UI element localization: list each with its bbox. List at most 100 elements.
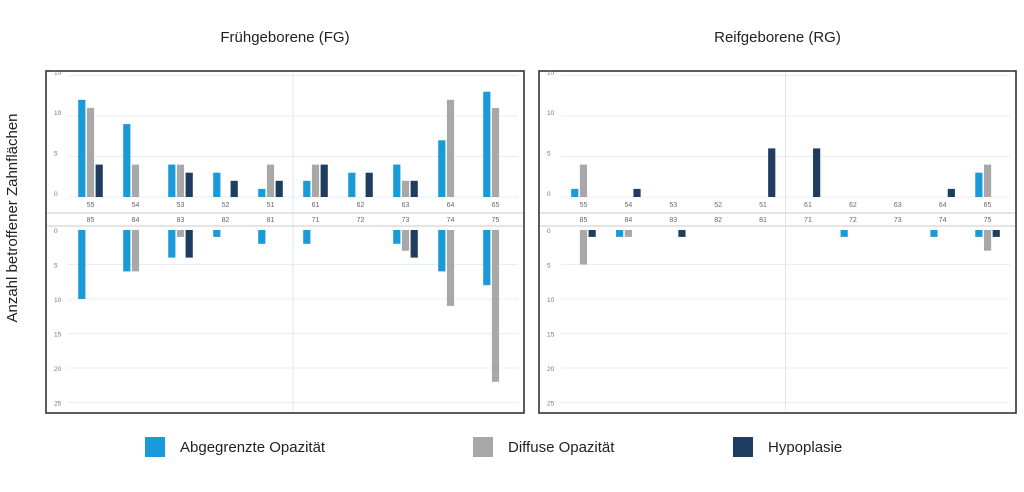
x-tick-label-upper: 61 bbox=[804, 202, 812, 209]
x-tick-label-upper: 55 bbox=[580, 202, 588, 209]
bar-upper bbox=[185, 172, 193, 197]
bar-lower bbox=[123, 230, 131, 272]
bar-upper bbox=[311, 164, 320, 197]
bar-upper bbox=[86, 107, 95, 197]
bar-lower bbox=[213, 230, 221, 237]
x-tick-label-upper: 52 bbox=[714, 202, 722, 209]
y-tick-label: 5 bbox=[54, 263, 58, 270]
y-tick-label: 0 bbox=[547, 228, 551, 235]
x-tick-label-upper: 64 bbox=[447, 202, 455, 209]
bar-upper bbox=[633, 188, 641, 197]
bar-upper bbox=[410, 180, 418, 197]
x-tick-label-lower: 84 bbox=[132, 217, 140, 224]
y-tick-label: 20 bbox=[54, 366, 62, 373]
bar-lower bbox=[393, 230, 401, 244]
bar-upper bbox=[768, 148, 776, 197]
bar-lower bbox=[78, 230, 86, 299]
y-axis-label: Anzahl betroffener Zahnflächen bbox=[4, 113, 21, 322]
bar-lower bbox=[185, 230, 193, 258]
legend-swatch bbox=[733, 437, 753, 457]
y-tick-label: 15 bbox=[54, 70, 62, 77]
bar-lower bbox=[483, 230, 491, 286]
x-tick-label-upper: 63 bbox=[402, 202, 410, 209]
bar-upper bbox=[813, 148, 821, 197]
y-tick-label: 25 bbox=[54, 401, 62, 408]
bar-lower bbox=[438, 230, 446, 272]
x-tick-label-upper: 54 bbox=[624, 202, 632, 209]
y-tick-label: 20 bbox=[547, 366, 555, 373]
bar-lower bbox=[678, 230, 686, 237]
bar-lower bbox=[992, 230, 1000, 237]
bar-upper bbox=[491, 107, 500, 197]
chart-panel-2: Reifgeborene (RG) 15 10 5 0 0 5 10 15 20 25 55 54 53 5… bbox=[538, 29, 1017, 414]
x-tick-label-lower: 85 bbox=[87, 217, 95, 224]
bar-upper bbox=[123, 124, 131, 197]
x-tick-label-upper: 52 bbox=[222, 202, 230, 209]
bar-upper bbox=[168, 164, 176, 197]
y-tick-label: 15 bbox=[547, 70, 555, 77]
bar-lower bbox=[303, 230, 311, 244]
bar-upper bbox=[483, 91, 491, 197]
legend-label: Abgegrenzte Opazität bbox=[180, 439, 326, 456]
bar-upper bbox=[213, 172, 221, 197]
y-tick-label: 5 bbox=[54, 151, 58, 158]
bar-upper bbox=[348, 172, 356, 197]
bar-upper bbox=[401, 180, 410, 197]
bar-lower bbox=[131, 230, 140, 272]
chart-title: Reifgeborene (RG) bbox=[714, 29, 841, 46]
bar-upper bbox=[176, 164, 185, 197]
x-tick-label-lower: 75 bbox=[984, 217, 992, 224]
bar-lower bbox=[588, 230, 596, 237]
x-tick-label-lower: 81 bbox=[267, 217, 275, 224]
x-tick-label-lower: 74 bbox=[939, 217, 947, 224]
legend-label: Hypoplasie bbox=[768, 439, 842, 456]
x-tick-label-lower: 82 bbox=[714, 217, 722, 224]
x-tick-label-lower: 83 bbox=[669, 217, 677, 224]
x-tick-label-upper: 62 bbox=[357, 202, 365, 209]
x-tick-label-upper: 53 bbox=[177, 202, 185, 209]
y-tick-label: 25 bbox=[547, 401, 555, 408]
bar-lower bbox=[410, 230, 418, 258]
legend-label: Diffuse Opazität bbox=[508, 439, 615, 456]
x-tick-label-lower: 85 bbox=[580, 217, 588, 224]
x-tick-label-upper: 65 bbox=[984, 202, 992, 209]
x-tick-label-upper: 51 bbox=[759, 202, 767, 209]
bar-lower bbox=[491, 230, 500, 382]
bar-upper bbox=[579, 164, 588, 197]
bar-lower bbox=[983, 230, 992, 251]
bar-lower bbox=[930, 230, 938, 237]
x-tick-label-lower: 82 bbox=[222, 217, 230, 224]
y-tick-label: 10 bbox=[54, 297, 62, 304]
x-tick-label-lower: 84 bbox=[624, 217, 632, 224]
bar-lower bbox=[176, 230, 185, 237]
plot-frame bbox=[45, 70, 525, 414]
bar-lower bbox=[579, 230, 588, 265]
y-tick-label: 15 bbox=[547, 332, 555, 339]
bar-upper bbox=[975, 172, 983, 197]
y-tick-label: 0 bbox=[54, 191, 58, 198]
bar-upper bbox=[983, 164, 992, 197]
bar-upper bbox=[438, 140, 446, 197]
bar-upper bbox=[78, 99, 86, 197]
bar-upper bbox=[320, 164, 328, 197]
bar-upper bbox=[230, 180, 238, 197]
x-tick-label-lower: 74 bbox=[447, 217, 455, 224]
bar-upper bbox=[303, 180, 311, 197]
x-tick-label-upper: 55 bbox=[87, 202, 95, 209]
legend-swatch bbox=[473, 437, 493, 457]
x-tick-label-lower: 72 bbox=[357, 217, 365, 224]
x-tick-label-lower: 73 bbox=[402, 217, 410, 224]
x-tick-label-lower: 75 bbox=[492, 217, 500, 224]
x-tick-label-lower: 83 bbox=[177, 217, 185, 224]
x-tick-label-upper: 54 bbox=[132, 202, 140, 209]
y-tick-label: 10 bbox=[54, 110, 62, 117]
x-tick-label-lower: 72 bbox=[849, 217, 857, 224]
y-tick-label: 10 bbox=[547, 110, 555, 117]
plot-frame bbox=[538, 70, 1017, 414]
x-tick-label-lower: 71 bbox=[312, 217, 320, 224]
x-tick-label-upper: 53 bbox=[669, 202, 677, 209]
bar-upper bbox=[365, 172, 373, 197]
y-tick-label: 5 bbox=[547, 151, 551, 158]
x-tick-label-upper: 64 bbox=[939, 202, 947, 209]
